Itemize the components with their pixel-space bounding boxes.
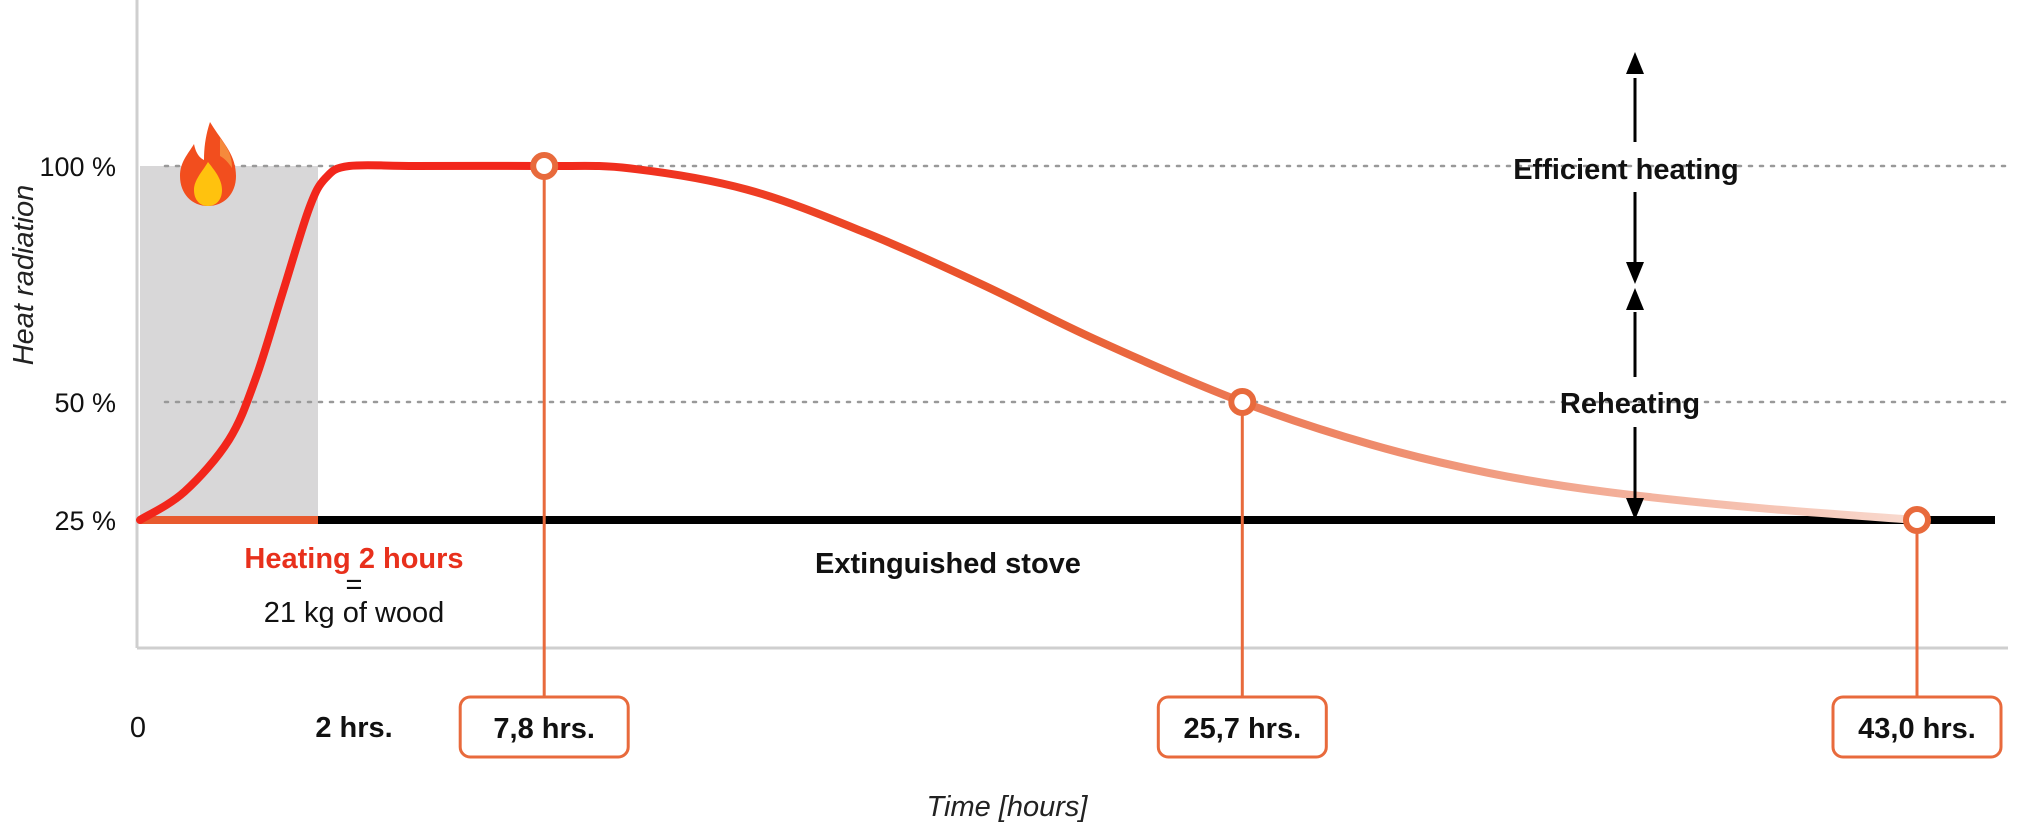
- extinguished-stove-label: Extinguished stove: [815, 548, 1081, 580]
- marker-point-0: [530, 152, 559, 180]
- marker-callout-box-2: [1831, 695, 2003, 759]
- y-tick-labels: 100 % 50 % 25 %: [39, 152, 116, 536]
- marker-callout-label-0: 7,8 hrs.: [493, 713, 595, 745]
- marker-point-2: [1903, 506, 1931, 534]
- y-axis-title: Heat radiation: [8, 185, 40, 366]
- marker-callout-label-1: 25,7 hrs.: [1183, 713, 1301, 745]
- marker-callout-box-1: [1156, 695, 1328, 759]
- heating-hours-label: Heating 2 hours: [244, 543, 463, 575]
- y-tick-100: 100 %: [39, 152, 116, 182]
- markers: 7,8 hrs. 25,7 hrs. 43,0 hrs.: [458, 152, 2003, 759]
- reheating-arrow: [1626, 288, 1644, 520]
- marker-callout-box-0: [458, 695, 630, 759]
- gridlines: [163, 164, 2007, 404]
- efficient-heating-arrow: [1626, 52, 1644, 284]
- heating-phase-band: [140, 166, 318, 520]
- reheating-label: Reheating: [1560, 388, 1700, 420]
- x-tick-0: 0: [130, 712, 146, 744]
- x-tick-labels: 0 2 hrs.: [130, 712, 393, 744]
- flame-icon: [180, 122, 236, 206]
- wood-amount-label: 21 kg of wood: [264, 597, 445, 629]
- x-tick-1: 2 hrs.: [315, 712, 392, 744]
- x-axis-title: Time [hours]: [927, 791, 1089, 823]
- marker-callout-label-2: 43,0 hrs.: [1858, 713, 1976, 745]
- efficient-heating-label: Efficient heating: [1513, 154, 1739, 186]
- y-tick-25: 25 %: [54, 506, 116, 536]
- heating-equals-label: =: [346, 569, 363, 601]
- y-tick-50: 50 %: [54, 388, 116, 418]
- marker-point-1: [1228, 388, 1257, 416]
- heat-radiation-curve: [136, 161, 1921, 524]
